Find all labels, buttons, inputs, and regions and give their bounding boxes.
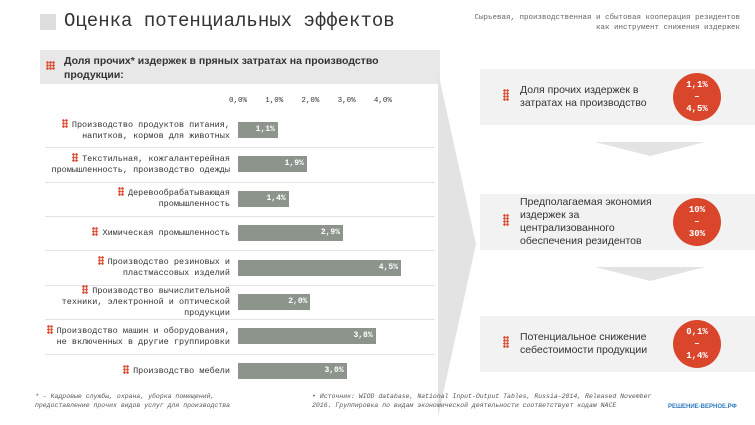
bar: 2,9% (238, 225, 344, 242)
x-tick-label: 4,0% (373, 97, 392, 105)
value-label: 3,0% (324, 365, 344, 375)
row-separator (45, 319, 435, 321)
title-icon (40, 14, 56, 30)
bar: 3,8% (238, 328, 376, 345)
bar: 3,0% (238, 362, 347, 379)
range-to: 30% (688, 229, 706, 239)
bullet (92, 227, 99, 237)
bullet (72, 152, 79, 162)
chevron (595, 142, 705, 156)
bar: 1,4% (238, 190, 289, 207)
row-separator (45, 353, 435, 355)
category-text: Производство резиновых и пластмассовых и… (107, 257, 230, 279)
bullet (82, 285, 89, 294)
category-label: Текстильная, кожгалантерейная промышленн… (45, 152, 230, 175)
range-dash: – (694, 339, 700, 349)
range-dash: – (694, 217, 700, 227)
range-dash: – (694, 92, 700, 102)
bullet (503, 89, 509, 101)
category-label: Производство машин и оборудования, не вк… (45, 324, 230, 347)
x-tick-label: 0,0% (228, 97, 247, 105)
bullet (503, 214, 509, 226)
category-label: Производство вычислительной техники, эле… (45, 285, 230, 318)
value-label: 1,1% (255, 125, 275, 134)
effect-text: Предполагаемая экономия издержек за цент… (520, 196, 652, 247)
effect-circle: 1,1% – 4,5% (673, 73, 721, 121)
chart: 0,0% 1,0% 2,0% 3,0% 4,0% Производство продукт… (45, 97, 435, 382)
bullet (123, 364, 130, 374)
range-to: 1,4% (686, 351, 708, 361)
category-label: Производство резиновых и пластмассовых и… (45, 256, 230, 279)
category-text: Деревообрабатывающая промышленность (127, 188, 230, 210)
range-to: 4,5% (686, 104, 708, 114)
footnote-left: * - Кадровые службы, охрана, уборка поме… (35, 393, 231, 409)
category-label: Производство мебели (45, 360, 230, 382)
bullet (503, 336, 509, 348)
row-separator (45, 147, 435, 149)
row-separator (45, 216, 435, 217)
effect-circle: 0,1% – 1,4% (673, 320, 721, 368)
row-separator (45, 181, 435, 183)
footnote-source: Источник: WIOD database, National Input-… (312, 393, 652, 409)
title: Оценка потенциальных эффектов (64, 10, 395, 32)
bullet (117, 187, 124, 197)
logo: РЕШЕНИЕ-ВЕРНОЕ.РФ (668, 404, 737, 410)
category-text: Производство продуктов питания, напитков… (71, 119, 230, 141)
category-label: Химическая промышленность (45, 222, 230, 244)
bar: 4,5% (238, 259, 401, 276)
category-text: Производство вычислительной техники, эле… (61, 286, 230, 318)
x-tick-label: 3,0% (337, 97, 356, 105)
effect-text: Доля прочих издержек в затратах на произ… (520, 84, 647, 109)
arrow (438, 72, 476, 417)
row-separator (45, 284, 435, 286)
category-text: Производство мебели (133, 365, 230, 376)
effect-label: Доля прочих издержек в затратах на произ… (520, 77, 660, 117)
value-label: 1,4% (266, 193, 286, 203)
value-label: 4,5% (378, 262, 398, 272)
category-label: Деревообрабатывающая промышленность (45, 187, 230, 210)
bullet (97, 256, 104, 266)
category-text: Химическая промышленность (102, 228, 230, 239)
bullet (46, 324, 53, 334)
category-text: Текстильная, кожгалантерейная промышленн… (51, 153, 230, 175)
value-label: 3,8% (353, 331, 373, 341)
bar: 1,1% (238, 122, 278, 138)
value-label: 2,9% (320, 228, 341, 238)
bar: 2,0% (238, 294, 311, 310)
range-from: 1,1% (686, 80, 708, 90)
footnote-right: • Источник: WIOD database, National Inpu… (312, 393, 652, 409)
x-tick-label: 1,0% (265, 97, 284, 105)
value-label: 1,9% (284, 159, 304, 169)
chevron (595, 267, 705, 281)
x-tick-label: 2,0% (301, 97, 320, 105)
range-from: 10% (688, 205, 706, 215)
effect-text: Потенциальное снижение себестоимости про… (520, 331, 648, 356)
effect-circle: 10% – 30% (673, 198, 721, 246)
effect-label: Предполагаемая экономия издержек за цент… (520, 196, 660, 247)
category-text: Производство машин и оборудования, не вк… (56, 325, 230, 347)
bullet (61, 118, 68, 128)
header-dots (46, 56, 66, 74)
value-label: 2,0% (288, 297, 308, 306)
row-separator (45, 250, 435, 252)
chart-header (40, 50, 440, 84)
range-from: 0,1% (686, 327, 708, 337)
subtitle: Сырьевая, производственная и сбытовая ко… (474, 14, 740, 32)
category-label: Производство продуктов питания, напитков… (45, 118, 230, 141)
bar: 1,9% (238, 156, 307, 173)
effect-label: Потенциальное снижение себестоимости про… (520, 324, 660, 364)
chart-title: Доля прочих* издержек в пряных затратах … (64, 55, 379, 81)
